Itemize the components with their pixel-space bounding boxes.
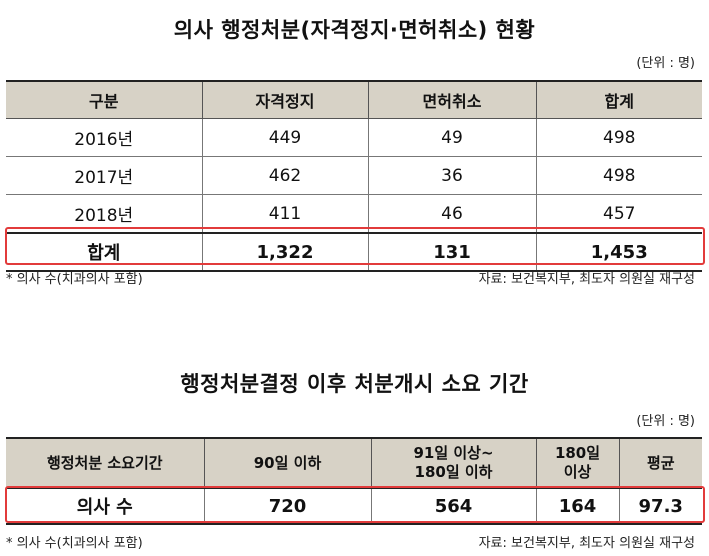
header-category: 구분 [6,81,203,119]
total-sum: 1,453 [535,232,702,271]
year-cell: 2018년 [6,194,203,234]
table2-source: 자료: 보건복지부, 최도자 의원실 재구성 [478,536,695,551]
table2-unit: (단위 : 명) [636,414,695,429]
table2-footnote: * 의사 수(치과의사 포함) [6,536,143,551]
header-over-180: 180일 이상 [535,438,620,489]
table1-total-row: 합계 1,322 131 1,453 [6,232,702,271]
table1-unit: (단위 : 명) [636,56,695,71]
table1-footnote: * 의사 수(치과의사 포함) [6,272,143,287]
table2-title: 행정처분결정 이후 처분개시 소요 기간 [180,372,529,396]
total-revocation: 131 [367,232,537,271]
total-cell: 498 [535,156,702,195]
header-revocation: 면허취소 [367,81,537,119]
table-row: 2016년 449 49 498 [6,118,702,157]
revocation-cell: 46 [367,194,537,234]
suspension-cell: 411 [201,194,369,234]
table-row: 2017년 462 36 498 [6,156,702,195]
average-cell: 97.3 [618,487,702,525]
header-total: 합계 [535,81,702,119]
year-cell: 2016년 [6,118,203,157]
table-row: 2018년 411 46 457 [6,194,702,234]
total-cell: 457 [535,194,702,234]
header-average: 평균 [618,438,702,489]
total-cell: 498 [535,118,702,157]
header-period: 행정처분 소요기간 [6,438,205,489]
91-180-cell: 564 [370,487,537,525]
revocation-cell: 49 [367,118,537,157]
disciplinary-action-table: 구분 자격정지 면허취소 합계 2016년 449 49 498 2017년 4… [6,80,702,272]
year-cell: 2017년 [6,156,203,195]
table1-source: 자료: 보건복지부, 최도자 의원실 재구성 [478,272,695,287]
table1-header-row: 구분 자격정지 면허취소 합계 [6,81,702,119]
header-under-90: 90일 이하 [203,438,372,489]
doctor-count-label: 의사 수 [6,487,205,525]
suspension-cell: 449 [201,118,369,157]
under-90-cell: 720 [203,487,372,525]
table2-header-row: 행정처분 소요기간 90일 이하 91일 이상~ 180일 이하 180일 이상… [6,438,702,489]
revocation-cell: 36 [367,156,537,195]
header-91-180: 91일 이상~ 180일 이하 [370,438,537,489]
processing-period-table: 행정처분 소요기간 90일 이하 91일 이상~ 180일 이하 180일 이상… [6,437,702,525]
suspension-cell: 462 [201,156,369,195]
header-suspension: 자격정지 [201,81,369,119]
total-suspension: 1,322 [201,232,369,271]
total-label: 합계 [6,232,203,271]
table-row: 의사 수 720 564 164 97.3 [6,487,702,525]
over-180-cell: 164 [535,487,620,525]
table1-title: 의사 행정처분(자격정지·면허취소) 현황 [173,18,536,42]
